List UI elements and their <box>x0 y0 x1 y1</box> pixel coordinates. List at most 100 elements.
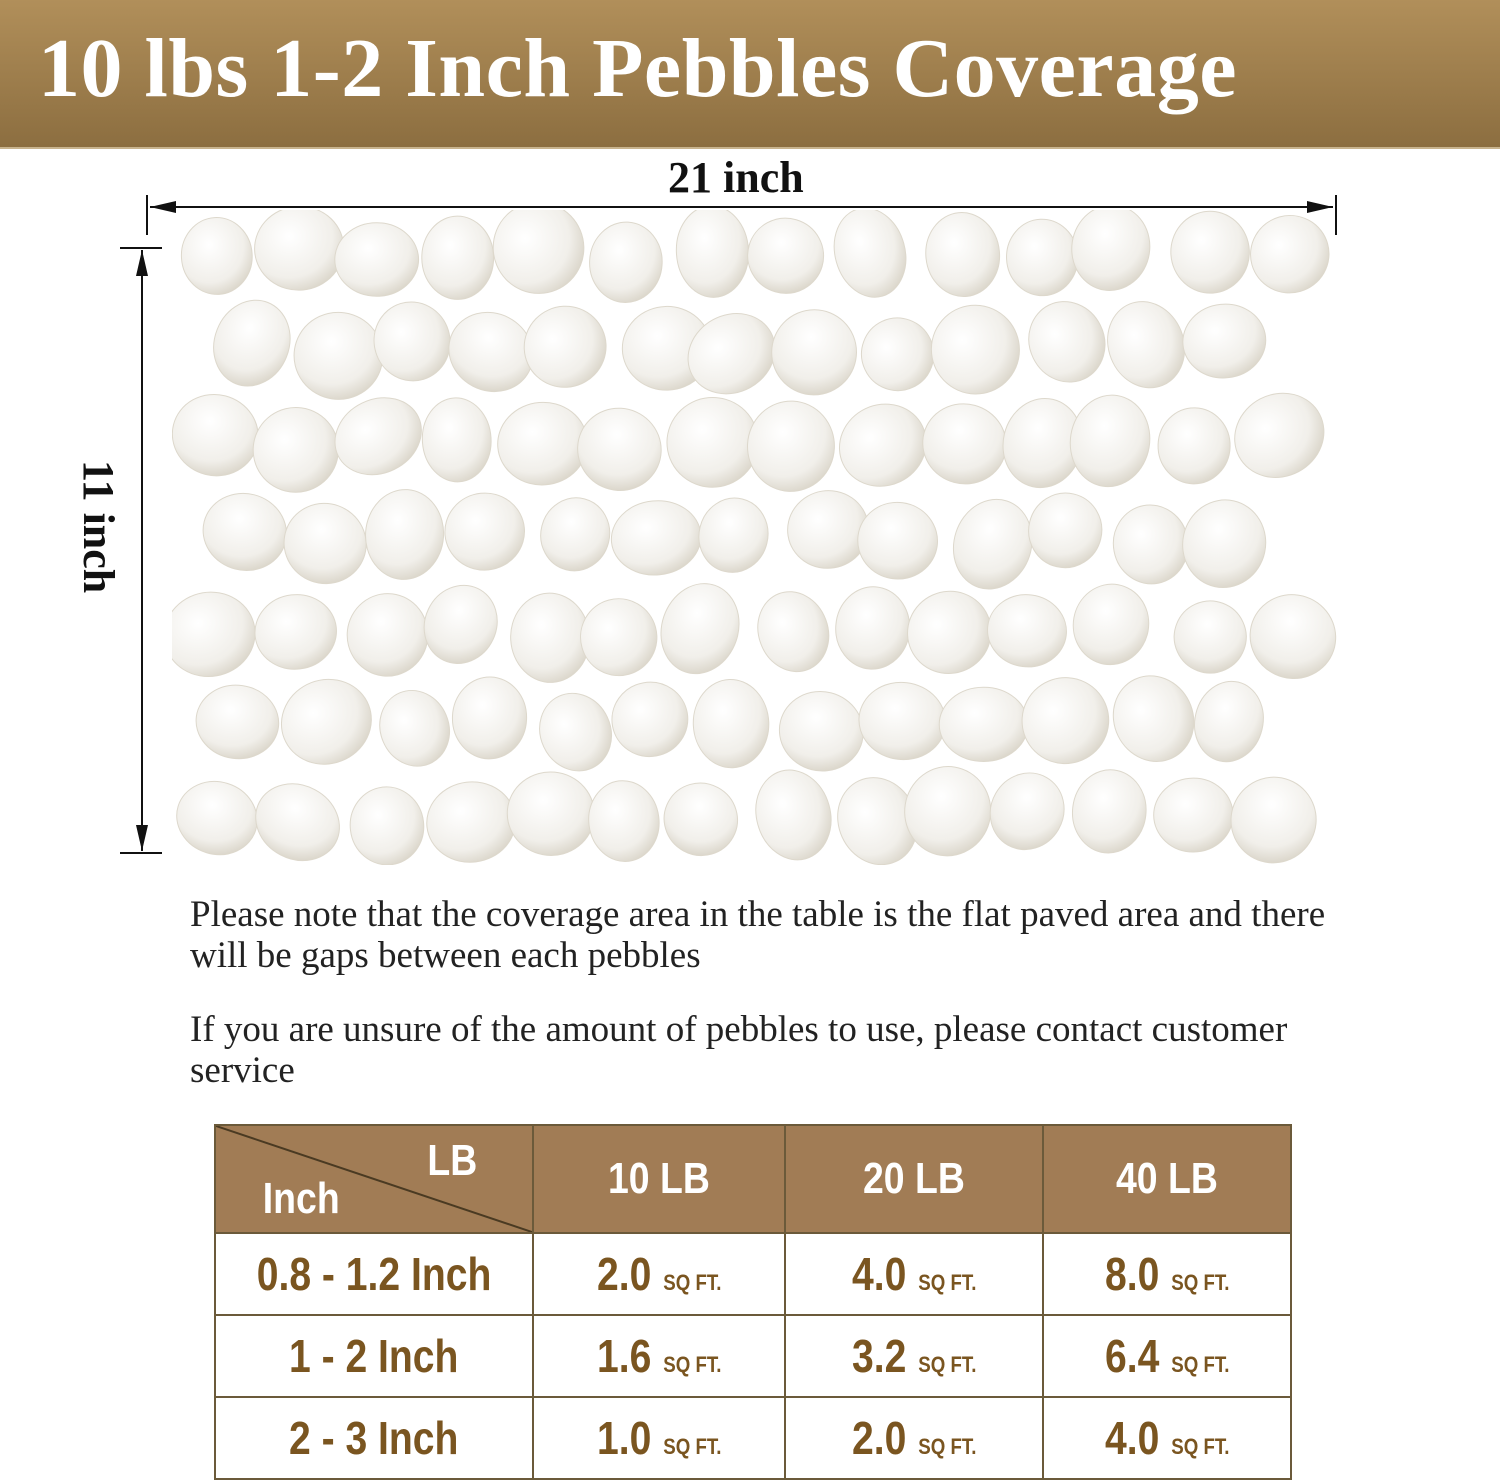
pebble <box>687 313 776 395</box>
pebble <box>213 299 291 387</box>
pebble <box>771 309 857 396</box>
pebble <box>1250 215 1330 294</box>
pebble <box>577 407 662 492</box>
pebble <box>922 403 1007 485</box>
pebble <box>539 692 612 772</box>
pebble <box>252 406 339 493</box>
pebble <box>666 396 759 488</box>
pebble <box>1006 218 1079 297</box>
pebble <box>1069 394 1151 488</box>
pebble <box>346 593 429 677</box>
size-cell: 1 - 2 Inch <box>214 1314 534 1398</box>
pebble <box>857 501 939 580</box>
pebble <box>448 311 534 393</box>
pebble <box>858 681 947 761</box>
size-cell: 2 - 3 Inch <box>214 1396 534 1480</box>
pebble <box>1071 769 1147 854</box>
pebble <box>444 492 526 571</box>
pebble <box>861 317 935 392</box>
pebble <box>492 210 585 294</box>
pebble <box>1071 210 1151 291</box>
pebble <box>989 772 1065 851</box>
pebble <box>1112 675 1195 762</box>
pebble <box>838 403 927 487</box>
coverage-cell: 4.0 SQ FT. <box>1042 1396 1292 1480</box>
pebble <box>172 591 256 678</box>
pebble <box>283 502 367 585</box>
pebble <box>365 489 445 580</box>
table-header-row: LB Inch 10 LB 20 LB 40 LB <box>214 1124 1292 1234</box>
pebble <box>497 401 588 486</box>
pebble <box>675 210 750 298</box>
pebble <box>379 689 450 767</box>
pebble <box>907 590 992 674</box>
pebble <box>747 217 825 294</box>
pebble <box>451 676 528 760</box>
pebble <box>510 592 590 683</box>
pebble <box>698 497 769 573</box>
pebble <box>1249 594 1337 680</box>
column-header: 40 LB <box>1042 1124 1292 1234</box>
pebble <box>373 301 451 382</box>
coverage-cell: 4.0 SQ FT. <box>784 1232 1044 1316</box>
pebble <box>580 598 658 677</box>
pebble <box>1170 210 1250 294</box>
pebble <box>778 691 864 772</box>
pebble <box>1157 407 1231 485</box>
corner-inch-label: Inch <box>262 1174 340 1223</box>
pebble <box>1173 600 1247 674</box>
pebble <box>202 492 287 572</box>
pebble <box>610 500 702 576</box>
pebble <box>1194 680 1264 763</box>
pebble <box>254 210 345 291</box>
pebble <box>660 583 740 675</box>
pebble <box>589 221 663 303</box>
pebble <box>987 594 1067 668</box>
pebble <box>180 217 253 295</box>
pebble <box>1028 492 1103 569</box>
pebble <box>1153 777 1234 853</box>
coverage-cell: 3.2 SQ FT. <box>784 1314 1044 1398</box>
pebble <box>1182 499 1267 589</box>
table-row: 0.8 - 1.2 Inch 2.0 SQ FT. 4.0 SQ FT. 8.0 SQ FT… <box>214 1232 1292 1316</box>
pebble <box>904 766 992 857</box>
table-row: 2 - 3 Inch 1.0 SQ FT. 2.0 SQ FT. 4.0 SQ FT. <box>214 1396 1292 1480</box>
pebble <box>540 497 611 572</box>
pebble <box>1021 677 1110 765</box>
pebble <box>280 678 372 765</box>
pebble <box>195 684 280 760</box>
pebble <box>172 393 259 477</box>
width-label: 21 inch <box>668 153 804 202</box>
pebble <box>293 311 384 400</box>
coverage-table: LB Inch 10 LB 20 LB 40 LB 0.8 - 1.2 Inch… <box>214 1124 1292 1480</box>
page-title: 10 lbs 1-2 Inch Pebbles Coverage <box>38 22 1237 115</box>
height-label: 11 inch <box>74 460 123 594</box>
pebble <box>423 584 498 664</box>
column-header: 20 LB <box>784 1124 1044 1234</box>
pebble <box>930 304 1020 395</box>
pebble <box>1230 776 1317 864</box>
pebble <box>663 782 738 857</box>
pebble <box>334 222 420 297</box>
pebble <box>254 594 337 670</box>
pebble <box>334 397 422 476</box>
pebble <box>755 769 832 861</box>
coverage-cell: 1.6 SQ FT. <box>532 1314 786 1398</box>
pebble <box>692 678 770 769</box>
pebble <box>176 781 258 856</box>
corner-header: LB Inch <box>214 1124 534 1234</box>
pebble <box>747 400 835 492</box>
coverage-cell: 2.0 SQ FT. <box>784 1396 1044 1480</box>
pebble <box>506 771 595 856</box>
contact-note: If you are unsure of the amount of pebbl… <box>190 1009 1288 1091</box>
pebble <box>925 212 1001 298</box>
pebble <box>421 397 492 483</box>
pebble <box>255 783 340 862</box>
table-row: 1 - 2 Inch 1.6 SQ FT. 3.2 SQ FT. 6.4 SQ FT. <box>214 1314 1292 1398</box>
corner-lb-label: LB <box>427 1136 478 1185</box>
pebble <box>611 681 689 758</box>
coverage-cell: 6.4 SQ FT. <box>1042 1314 1292 1398</box>
pebble <box>523 305 607 388</box>
pebble <box>833 210 907 298</box>
pebble <box>1072 583 1150 666</box>
